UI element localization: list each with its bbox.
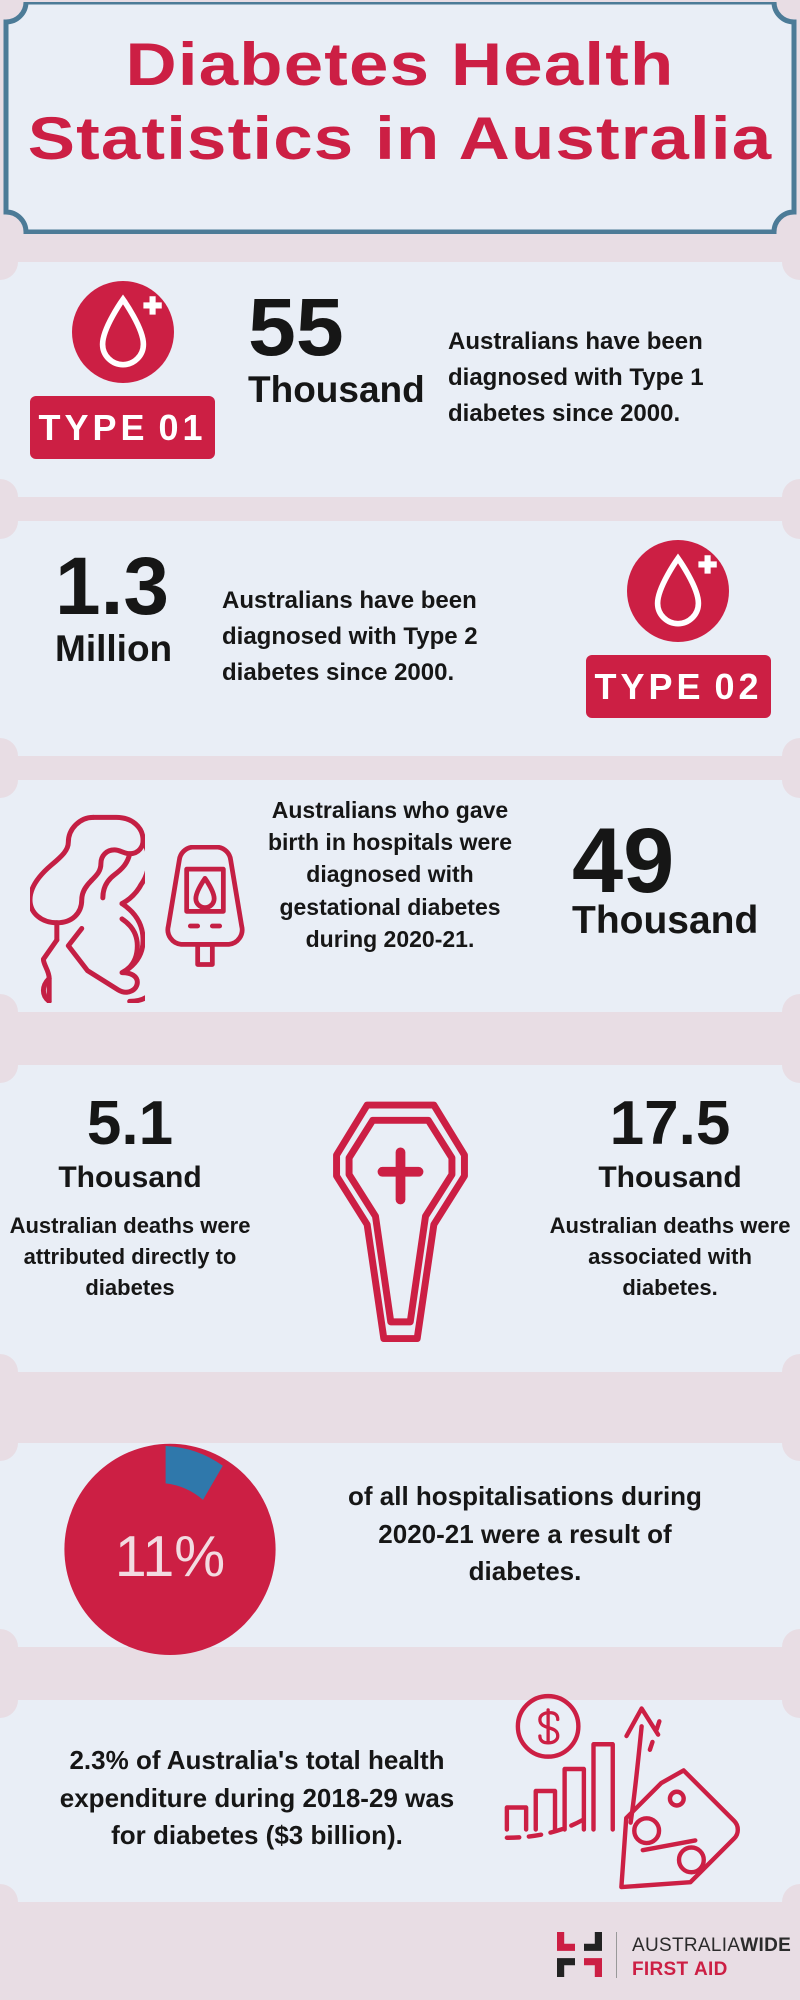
svg-text:11%: 11% [115,1525,225,1589]
